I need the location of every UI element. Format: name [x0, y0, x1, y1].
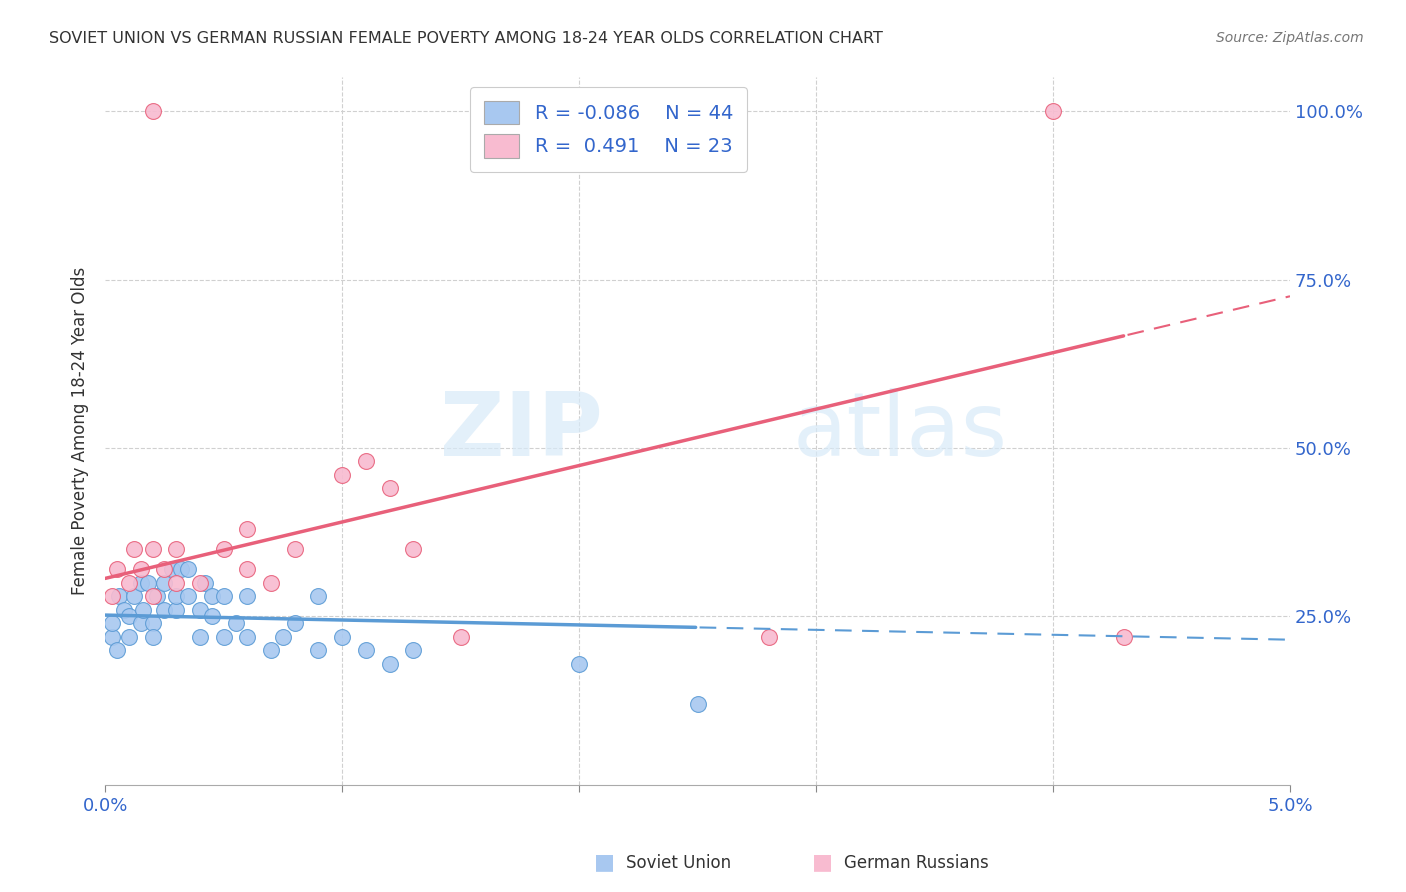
Point: [201, 609, 224, 624]
Text: ■: ■: [595, 853, 614, 872]
Point: [160, 562, 183, 576]
Point: [142, 616, 165, 631]
Point: [212, 589, 235, 603]
Point: [122, 589, 145, 603]
Point: [284, 541, 307, 556]
Point: [212, 630, 235, 644]
Point: [308, 643, 330, 657]
Point: [354, 643, 377, 657]
Point: [165, 589, 187, 603]
Point: [284, 616, 307, 631]
Point: [402, 643, 425, 657]
Point: [165, 602, 187, 616]
Point: [122, 541, 145, 556]
Point: [402, 541, 425, 556]
Point: [260, 643, 283, 657]
Point: [142, 589, 165, 603]
Point: [153, 562, 176, 576]
Point: [108, 589, 131, 603]
Point: [112, 602, 135, 616]
Point: [330, 630, 353, 644]
Point: [758, 630, 780, 644]
Point: [378, 657, 401, 671]
Text: Source: ZipAtlas.com: Source: ZipAtlas.com: [1216, 31, 1364, 45]
Point: [188, 602, 211, 616]
Point: [450, 630, 472, 644]
Point: [201, 589, 224, 603]
Text: Soviet Union: Soviet Union: [626, 855, 731, 872]
Point: [101, 589, 124, 603]
Point: [354, 454, 377, 468]
Point: [118, 630, 141, 644]
Text: ■: ■: [813, 853, 832, 872]
Point: [129, 562, 152, 576]
Legend: R = -0.086    N = 44, R =  0.491    N = 23: R = -0.086 N = 44, R = 0.491 N = 23: [471, 87, 747, 171]
Point: [105, 643, 128, 657]
Point: [260, 575, 283, 590]
Point: [129, 616, 152, 631]
Point: [118, 609, 141, 624]
Point: [236, 589, 259, 603]
Point: [225, 616, 247, 631]
Y-axis label: Female Poverty Among 18-24 Year Olds: Female Poverty Among 18-24 Year Olds: [72, 267, 89, 595]
Point: [236, 562, 259, 576]
Point: [101, 616, 124, 631]
Point: [194, 575, 217, 590]
Point: [212, 541, 235, 556]
Point: [105, 562, 128, 576]
Point: [236, 522, 259, 536]
Point: [188, 630, 211, 644]
Text: ZIP: ZIP: [440, 388, 603, 475]
Point: [165, 541, 187, 556]
Point: [686, 697, 709, 711]
Point: [132, 602, 155, 616]
Point: [136, 575, 159, 590]
Point: [308, 589, 330, 603]
Point: [142, 630, 165, 644]
Point: [142, 541, 165, 556]
Text: atlas: atlas: [793, 388, 1008, 475]
Point: [330, 467, 353, 482]
Point: [170, 562, 193, 576]
Point: [165, 575, 187, 590]
Point: [1114, 630, 1136, 644]
Point: [142, 104, 165, 119]
Point: [177, 589, 200, 603]
Point: [153, 602, 176, 616]
Point: [101, 630, 124, 644]
Point: [146, 589, 169, 603]
Point: [188, 575, 211, 590]
Point: [177, 562, 200, 576]
Point: [129, 575, 152, 590]
Point: [236, 630, 259, 644]
Point: [378, 481, 401, 495]
Point: [271, 630, 294, 644]
Point: [1042, 104, 1064, 119]
Point: [118, 575, 141, 590]
Point: [568, 657, 591, 671]
Text: German Russians: German Russians: [844, 855, 988, 872]
Point: [153, 575, 176, 590]
Text: SOVIET UNION VS GERMAN RUSSIAN FEMALE POVERTY AMONG 18-24 YEAR OLDS CORRELATION : SOVIET UNION VS GERMAN RUSSIAN FEMALE PO…: [49, 31, 883, 46]
